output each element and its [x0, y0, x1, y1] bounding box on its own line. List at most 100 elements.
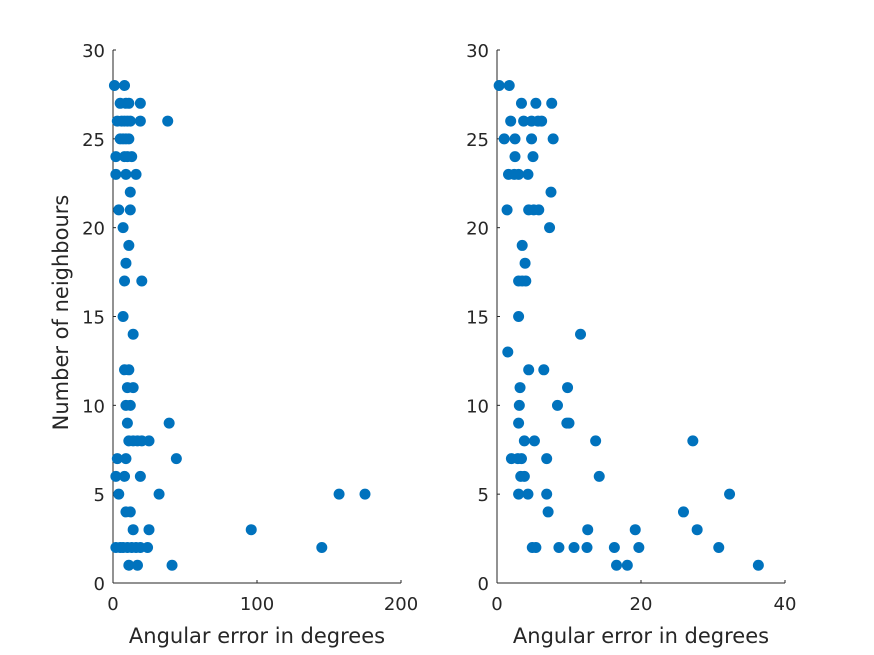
left-data-point [134, 97, 146, 109]
left-data-point [117, 311, 129, 322]
right-data-point [611, 559, 623, 571]
right-data-point [513, 417, 525, 429]
right-data-point [677, 506, 689, 518]
left-data-point [163, 417, 175, 429]
right-data-point [513, 399, 525, 411]
right-data-point [527, 151, 539, 163]
scatter-panel-left: 0 100 200 0 5 10 15 20 25 30 Angular error in degr… [49, 41, 418, 648]
left-data-point [127, 382, 139, 394]
right-data-point [581, 541, 593, 553]
left-data-point [359, 488, 371, 500]
right-data-point [590, 435, 602, 447]
left-data-point [333, 488, 345, 500]
right-data-point [518, 115, 530, 127]
left-data-point [117, 222, 129, 234]
right-data-point [563, 417, 575, 429]
left-data-point [143, 524, 155, 536]
right-y-tick-label: 10 [466, 396, 489, 417]
right-data-point [629, 524, 641, 536]
right-data-point [536, 115, 548, 127]
right-x-tick-label: 40 [774, 594, 797, 615]
right-data-point [608, 541, 620, 553]
right-data-point [546, 97, 558, 109]
right-data-point [530, 97, 542, 109]
right-data-point [547, 133, 559, 145]
right-data-point [621, 559, 633, 571]
left-data-point [316, 541, 328, 553]
left-data-point [108, 80, 120, 92]
left-data-point [120, 453, 132, 465]
right-x-axis-label: Angular error in degrees [513, 624, 769, 648]
right-data-point [593, 470, 605, 482]
right-data-point [518, 435, 530, 447]
right-data-point [575, 328, 587, 340]
left-y-tick-label: 20 [82, 219, 105, 240]
left-data-point [120, 168, 132, 180]
left-data-point [123, 559, 135, 571]
left-data-point [127, 328, 139, 340]
right-data-point [526, 133, 538, 145]
right-x-tick-label: 0 [491, 594, 502, 615]
left-x-tick-label: 100 [240, 594, 274, 615]
left-data-point [124, 399, 136, 411]
left-data-point [119, 275, 131, 287]
right-data-point [562, 382, 574, 394]
left-data-point [130, 168, 142, 180]
right-data-point [544, 222, 556, 234]
left-data-point [113, 488, 125, 500]
right-data-point [520, 275, 532, 287]
right-data-point [523, 364, 535, 376]
left-y-tick-label: 30 [82, 41, 105, 62]
right-data-point [501, 204, 513, 216]
right-y-tick-label: 25 [466, 130, 489, 151]
left-y-axis-label: Number of neighbours [49, 195, 73, 431]
left-data-point [123, 133, 135, 145]
right-data-point [545, 186, 557, 198]
left-y-tick-label: 25 [82, 130, 105, 151]
left-data-point [113, 204, 125, 216]
left-y-tick-label: 10 [82, 396, 105, 417]
right-data-point [713, 541, 725, 553]
left-data-point [124, 186, 136, 198]
right-data-point [633, 541, 645, 553]
right-data-point [528, 435, 540, 447]
right-data-point [519, 257, 531, 269]
left-data-point [142, 541, 154, 553]
left-data-point [136, 275, 148, 287]
right-data-point [493, 80, 505, 92]
right-data-point [513, 311, 525, 322]
left-data-point [245, 524, 257, 536]
right-data-point [509, 151, 521, 163]
left-data-point [121, 417, 133, 429]
left-data-point [110, 168, 122, 180]
left-data-point [153, 488, 165, 500]
right-data-point [568, 541, 580, 553]
right-data-point [522, 488, 534, 500]
right-data-point [530, 541, 542, 553]
left-data-point [123, 239, 135, 251]
right-data-point [533, 204, 545, 216]
left-data-point [123, 97, 135, 109]
left-data-point [162, 115, 174, 127]
left-data-point [120, 257, 132, 269]
left-x-tick-label: 0 [107, 594, 118, 615]
right-data-point [513, 488, 525, 500]
right-y-tick-label: 15 [466, 308, 489, 329]
left-data-point [124, 204, 136, 216]
right-data-point [752, 559, 764, 571]
right-data-point [522, 168, 534, 180]
left-data-point [170, 453, 182, 465]
left-x-tick-label: 200 [384, 594, 418, 615]
right-data-point [515, 453, 527, 465]
left-y-tick-label: 0 [94, 574, 105, 595]
right-y-tick-label: 5 [478, 485, 489, 506]
left-data-point [127, 524, 139, 536]
right-data-point [505, 115, 517, 127]
left-x-axis-label: Angular error in degrees [129, 624, 385, 648]
right-data-point [503, 80, 515, 92]
right-y-tick-label: 30 [466, 41, 489, 62]
right-data-point [509, 133, 521, 145]
right-data-point [541, 453, 553, 465]
right-data-point [542, 506, 554, 518]
